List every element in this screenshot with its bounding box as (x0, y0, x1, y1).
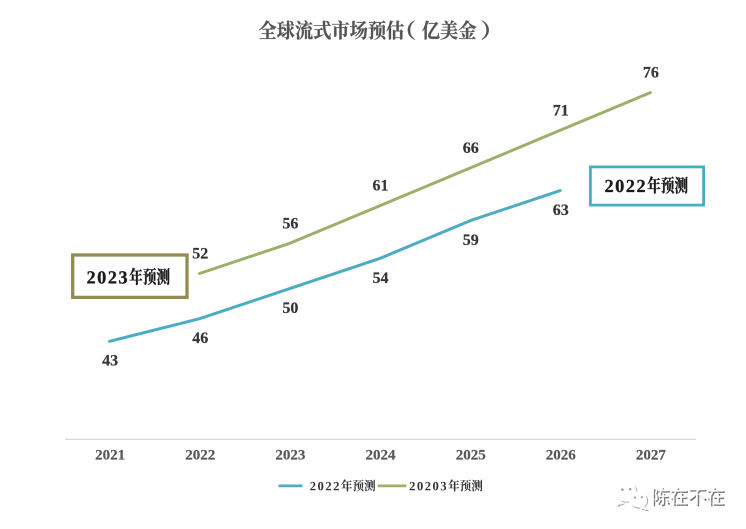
svg-text:2021: 2021 (95, 448, 125, 464)
svg-text:59: 59 (463, 232, 479, 249)
svg-text:2022: 2022 (185, 448, 215, 464)
svg-text:2025: 2025 (456, 448, 486, 464)
svg-text:2027: 2027 (636, 448, 667, 464)
svg-text:56: 56 (282, 215, 298, 232)
svg-text:76: 76 (643, 65, 659, 82)
svg-text:2023: 2023 (275, 448, 305, 464)
svg-text:43: 43 (102, 353, 118, 370)
svg-text:54: 54 (373, 270, 389, 287)
svg-text:66: 66 (463, 140, 479, 157)
svg-text:71: 71 (553, 102, 569, 119)
svg-text:2026: 2026 (546, 448, 577, 464)
svg-text:2024: 2024 (366, 448, 397, 464)
svg-text:46: 46 (192, 330, 208, 347)
svg-text:61: 61 (373, 178, 389, 195)
svg-text:50: 50 (282, 300, 298, 317)
svg-text:52: 52 (192, 246, 208, 263)
svg-text:63: 63 (553, 202, 569, 219)
